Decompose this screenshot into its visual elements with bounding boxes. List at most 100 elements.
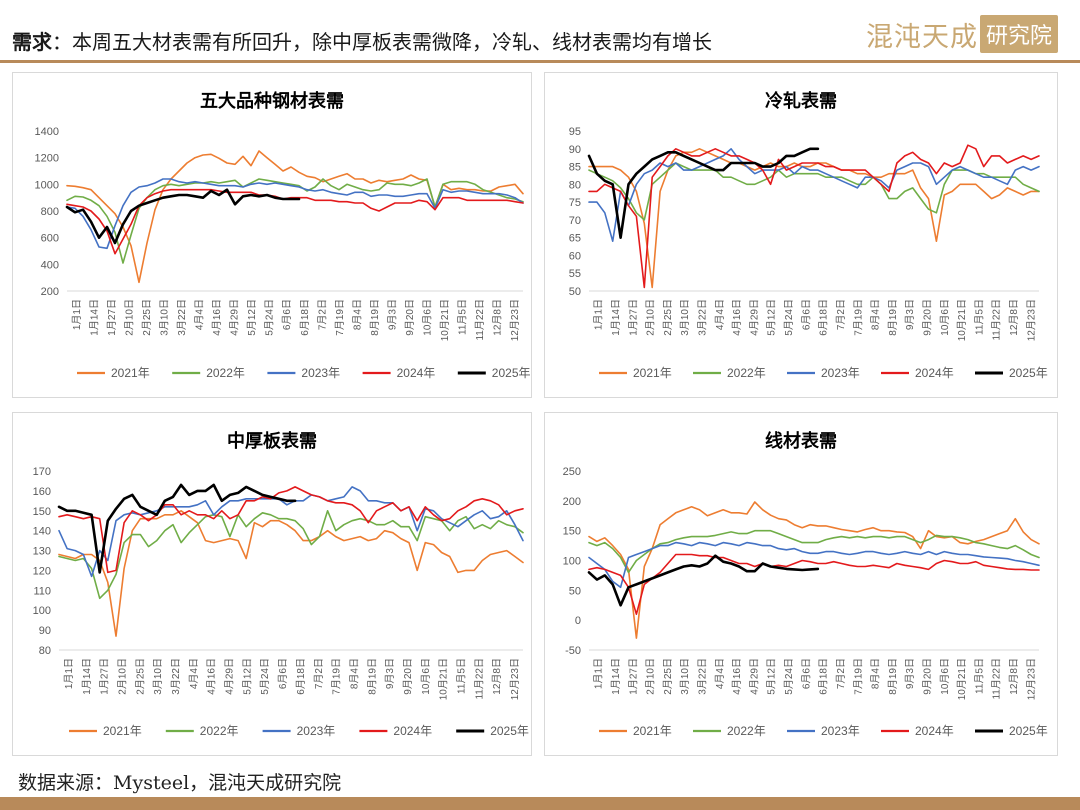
y-tick-label: 65 — [569, 233, 581, 245]
x-tick-label: 1月27日 — [627, 658, 639, 695]
x-tick-label: 4月16日 — [206, 658, 218, 695]
x-tick-label: 1月1日 — [63, 658, 75, 689]
chart-panel-2: 中厚板表需 80 90 100 110 120 130 140 150 160 170 1月1日 1月1… — [12, 412, 532, 756]
legend-label: 2024年 — [393, 724, 432, 738]
y-tick-label: 800 — [41, 206, 59, 218]
y-tick-label: 80 — [569, 179, 581, 191]
x-tick-label: 10月6日 — [420, 658, 432, 695]
y-tick-label: 130 — [33, 546, 51, 558]
page-title: 需求：本周五大材表需有所回升，除中厚板表需微降，冷轧、线材表需均有增长 — [12, 26, 712, 55]
legend-label: 2021年 — [111, 366, 150, 380]
series-line — [58, 486, 524, 578]
x-tick-label: 9月3日 — [904, 299, 916, 330]
y-tick-label: 600 — [41, 233, 59, 245]
x-tick-label: 4月16日 — [211, 299, 223, 336]
series-line — [58, 486, 524, 574]
legend-label: 2021年 — [103, 724, 142, 738]
legend-label: 2024年 — [915, 366, 954, 380]
x-tick-label: 12月23日 — [1025, 299, 1037, 341]
series-line — [66, 150, 524, 284]
legend-label: 2025年 — [1009, 724, 1048, 738]
x-tick-label: 2月25日 — [662, 658, 674, 695]
header-label: 需求 — [12, 30, 52, 54]
x-tick-label: 11月5日 — [457, 299, 469, 335]
x-tick-label: 1月1日 — [593, 658, 605, 689]
y-tick-label: 150 — [563, 526, 581, 538]
x-tick-label: 3月22日 — [176, 299, 188, 336]
y-tick-label: 200 — [41, 286, 59, 298]
x-tick-label: 2月10日 — [123, 299, 135, 336]
x-tick-label: 12月23日 — [509, 658, 521, 700]
x-tick-label: 10月21日 — [438, 658, 450, 700]
header: 需求：本周五大材表需有所回升，除中厚板表需微降，冷轧、线材表需均有增长 混沌天成… — [0, 0, 1080, 60]
x-tick-label: 5月12日 — [766, 658, 778, 695]
x-tick-label: 5月24日 — [259, 658, 271, 695]
chart-panel-0: 五大品种钢材表需 200 400 600 800 1000 1200 1400 1月1日 1月14… — [12, 72, 532, 398]
y-tick-label: 100 — [563, 556, 581, 568]
legend-label: 2022年 — [727, 366, 766, 380]
series-line — [58, 510, 524, 600]
source-note: 数据来源：Mysteel，混沌天成研究院 — [18, 772, 342, 794]
y-tick-label: 80 — [39, 645, 51, 657]
chart-panel-3: 线材表需 -50 0 50 100 150 200 250 1月1日 1月14日 1月27日 2月10… — [544, 412, 1058, 756]
x-tick-label: 1月27日 — [106, 299, 118, 336]
y-tick-label: 90 — [569, 144, 581, 156]
series-line — [588, 162, 1040, 221]
chart-title: 线材表需 — [765, 430, 837, 452]
footer-rule — [0, 797, 1080, 810]
series-line — [65, 188, 301, 245]
y-tick-label: 200 — [563, 496, 581, 508]
x-tick-label: 4月4日 — [714, 658, 726, 689]
x-tick-label: 6月18日 — [299, 299, 311, 336]
x-tick-label: 8月19日 — [366, 658, 378, 695]
series-line — [588, 148, 1040, 289]
series-line — [588, 501, 1040, 639]
y-tick-label: 95 — [569, 126, 581, 138]
x-tick-label: 10月21日 — [956, 299, 968, 341]
y-tick-label: 150 — [33, 506, 51, 518]
x-tick-label: 7月19日 — [852, 658, 864, 695]
x-tick-label: 7月19日 — [852, 299, 864, 336]
series-line — [588, 529, 1040, 574]
x-tick-label: 8月19日 — [887, 658, 899, 695]
x-tick-label: 5月12日 — [241, 658, 253, 695]
chart-svg-0: 五大品种钢材表需 200 400 600 800 1000 1200 1400 1月1日 1月14… — [35, 90, 531, 380]
x-tick-label: 6月18日 — [818, 658, 830, 695]
x-tick-label: 1月27日 — [99, 658, 111, 695]
x-tick-label: 5月24日 — [783, 299, 795, 336]
x-tick-label: 1月14日 — [610, 299, 622, 336]
x-tick-label: 7月19日 — [331, 658, 343, 695]
legend-label: 2023年 — [821, 366, 860, 380]
series-line — [58, 510, 524, 637]
x-tick-label: 4月29日 — [229, 299, 241, 336]
x-tick-label: 2月10日 — [116, 658, 128, 695]
y-tick-label: 70 — [569, 215, 581, 227]
x-tick-label: 6月18日 — [818, 299, 830, 336]
legend-label: 2023年 — [301, 366, 340, 380]
chart-title: 五大品种钢材表需 — [200, 90, 344, 112]
chart-title: 冷轧表需 — [765, 90, 837, 112]
y-tick-label: 1200 — [35, 153, 59, 165]
x-tick-label: 5月12日 — [246, 299, 258, 336]
legend-label: 2025年 — [1009, 366, 1048, 380]
x-tick-label: 1月27日 — [627, 299, 639, 336]
x-tick-label: 7月2日 — [316, 299, 328, 330]
y-tick-label: 1400 — [35, 126, 59, 138]
y-tick-label: 1000 — [35, 179, 59, 191]
chart-svg-3: 线材表需 -50 0 50 100 150 200 250 1月1日 1月14日 1月27日 2月10… — [563, 430, 1048, 738]
legend-label: 2021年 — [633, 366, 672, 380]
legend-label: 2022年 — [727, 724, 766, 738]
y-tick-label: 90 — [39, 625, 51, 637]
x-tick-label: 2月10日 — [645, 658, 657, 695]
x-tick-label: 9月20日 — [404, 299, 416, 336]
x-tick-label: 9月3日 — [384, 658, 396, 689]
x-tick-label: 3月10日 — [679, 299, 691, 336]
x-tick-label: 4月29日 — [748, 658, 760, 695]
x-tick-label: 10月21日 — [439, 299, 451, 341]
y-tick-label: 400 — [41, 259, 59, 271]
series-line — [588, 553, 1040, 615]
x-tick-label: 9月3日 — [904, 658, 916, 689]
x-tick-label: 10月6日 — [422, 299, 434, 336]
chart-svg-2: 中厚板表需 80 90 100 110 120 130 140 150 160 170 1月1日 1月1… — [33, 430, 529, 738]
x-tick-label: 11月22日 — [991, 658, 1003, 700]
